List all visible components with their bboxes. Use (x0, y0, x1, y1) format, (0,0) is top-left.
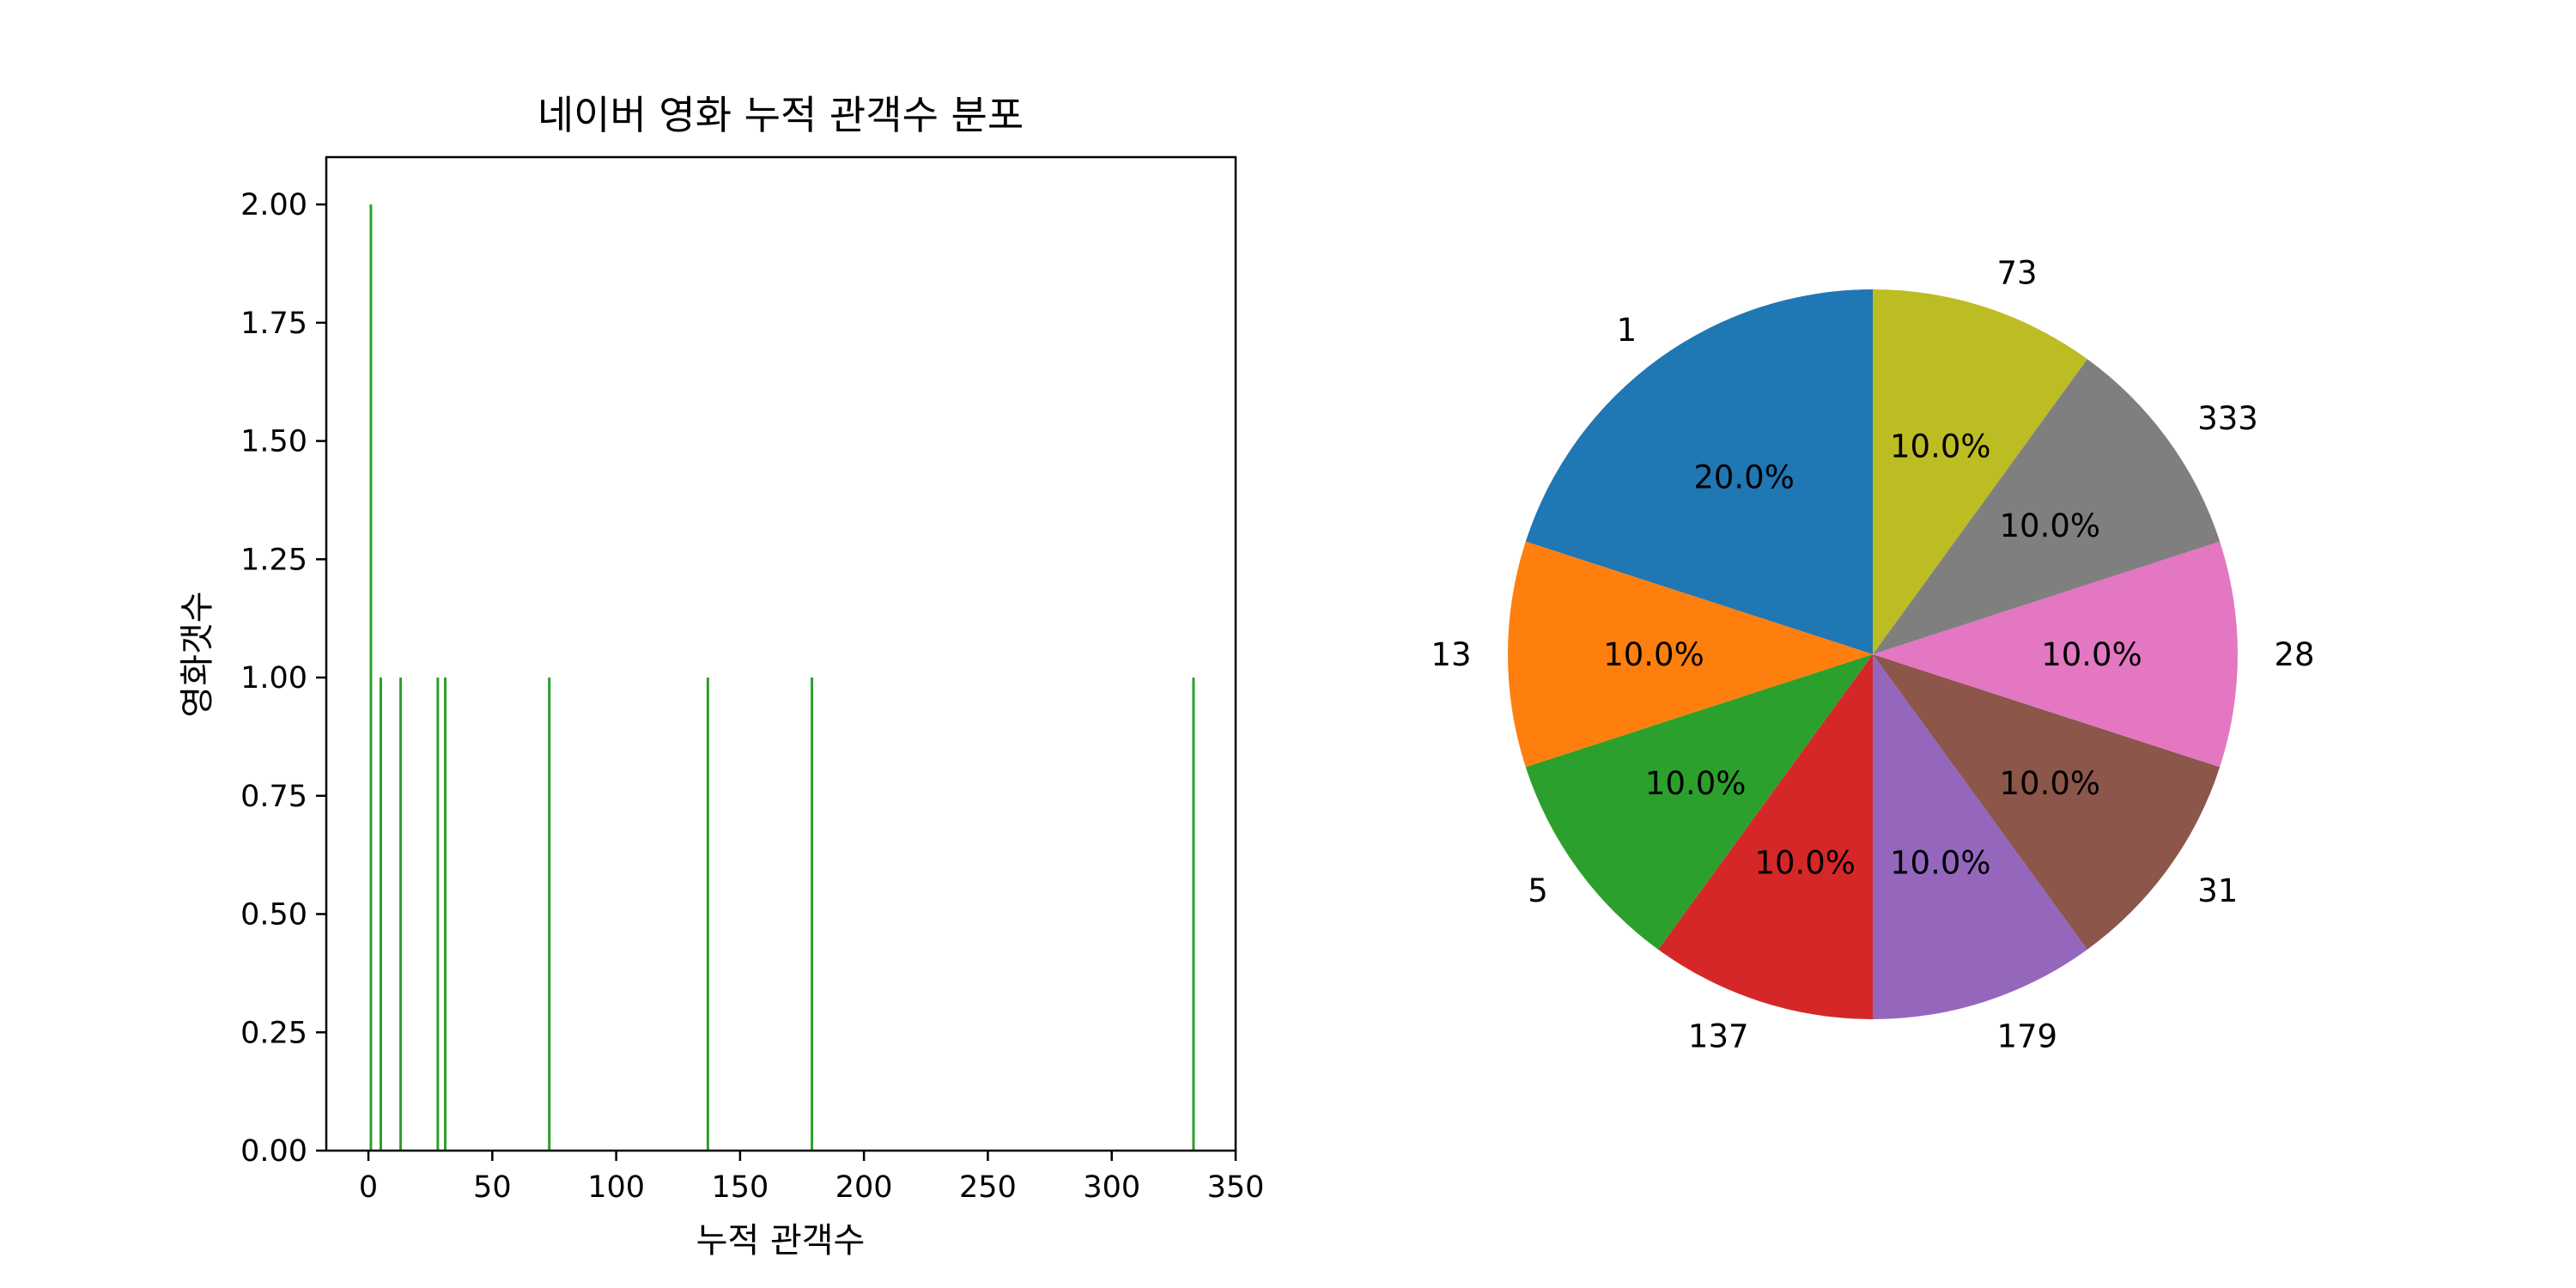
pie-slice (1508, 541, 1873, 768)
pie-slice-label: 1 (1617, 312, 1637, 349)
pie-slice (1873, 654, 2087, 1019)
x-tick-label: 250 (959, 1170, 1017, 1205)
pie-slice-label: 179 (1996, 1018, 2057, 1055)
pie-slice (1525, 289, 1874, 654)
pie-percent-label: 10.0% (1645, 765, 1747, 802)
pie-percent-label: 10.0% (1890, 845, 1991, 882)
x-tick-label: 150 (711, 1170, 769, 1205)
pie-percent-label: 10.0% (2000, 507, 2101, 544)
y-tick-label: 0.75 (240, 780, 307, 814)
x-tick-label: 100 (587, 1170, 645, 1205)
pie-percent-label: 10.0% (1754, 845, 1856, 882)
pie-slice (1873, 359, 2221, 654)
y-tick-label: 0.00 (240, 1134, 307, 1169)
bar (444, 677, 447, 1151)
x-tick-label: 300 (1083, 1170, 1140, 1205)
x-tick-label: 0 (359, 1170, 378, 1205)
bar-series (369, 204, 1195, 1151)
y-tick-label: 2.00 (240, 188, 307, 222)
x-tick-label: 50 (473, 1170, 512, 1205)
bar-chart: 네이버 영화 누적 관객수 분포 0.00 0.25 0.50 0.75 1.00 1.2… (178, 92, 1264, 1261)
pie-slice-label: 5 (1528, 872, 1548, 909)
y-tick-label: 1.75 (240, 307, 307, 341)
y-tick-label: 1.25 (240, 543, 307, 577)
bar (548, 677, 551, 1151)
x-tick-label: 350 (1207, 1170, 1265, 1205)
bar (1192, 677, 1195, 1151)
bar (436, 677, 440, 1151)
pie-slice-label: 73 (1996, 254, 2037, 291)
plot-frame (325, 155, 1237, 1152)
pie-chart: 1 13 5 137 179 31 28 333 73 20.0% 10.0% 10.0% 10.0%… (1431, 254, 2314, 1054)
pie-slice-label: 333 (2197, 400, 2258, 437)
pie-slice-label: 13 (1431, 636, 1471, 673)
pie-slice (1525, 654, 1873, 950)
y-axis-label: 영화갯수 (178, 591, 217, 717)
bar (369, 204, 373, 1151)
bar (399, 677, 403, 1151)
y-tick-label: 1.00 (240, 661, 307, 696)
bar (379, 677, 382, 1151)
pie-slices (1508, 289, 2238, 1019)
pie-slice (1873, 541, 2238, 768)
y-tick-label: 0.50 (240, 898, 307, 933)
pie-slice (1658, 654, 1873, 1019)
pie-percent-label: 10.0% (2041, 636, 2142, 673)
y-tick-label: 1.50 (240, 425, 307, 459)
y-tick-label: 0.25 (240, 1016, 307, 1050)
pie-slice-label: 137 (1688, 1018, 1749, 1055)
bar (811, 677, 814, 1151)
x-axis-label: 누적 관객수 (696, 1221, 866, 1261)
bar (706, 677, 709, 1151)
pie-percent-label: 20.0% (1693, 459, 1795, 496)
x-tick-label: 200 (835, 1170, 893, 1205)
pie-slice-label: 28 (2275, 636, 2315, 673)
pie-percent-label: 10.0% (1603, 636, 1704, 673)
chart-title: 네이버 영화 누적 관객수 분포 (538, 92, 1024, 138)
pie-percent-label: 10.0% (2000, 765, 2101, 802)
pie-percent-label: 10.0% (1890, 428, 1991, 465)
pie-slice-label: 31 (2197, 872, 2238, 909)
pie-slice (1873, 289, 2087, 654)
pie-slice (1873, 654, 2221, 950)
pie-percent-labels: 20.0% 10.0% 10.0% 10.0% 10.0% 10.0% 10.0% 10.0%… (1603, 428, 2142, 881)
x-axis-ticks: 0 50 100 150 200 250 300 350 (359, 1151, 1264, 1205)
pie-labels: 1 13 5 137 179 31 28 333 73 (1431, 254, 2314, 1054)
y-axis-ticks: 0.00 0.25 0.50 0.75 1.00 1.25 1.50 1.75 2.00 (240, 188, 326, 1169)
